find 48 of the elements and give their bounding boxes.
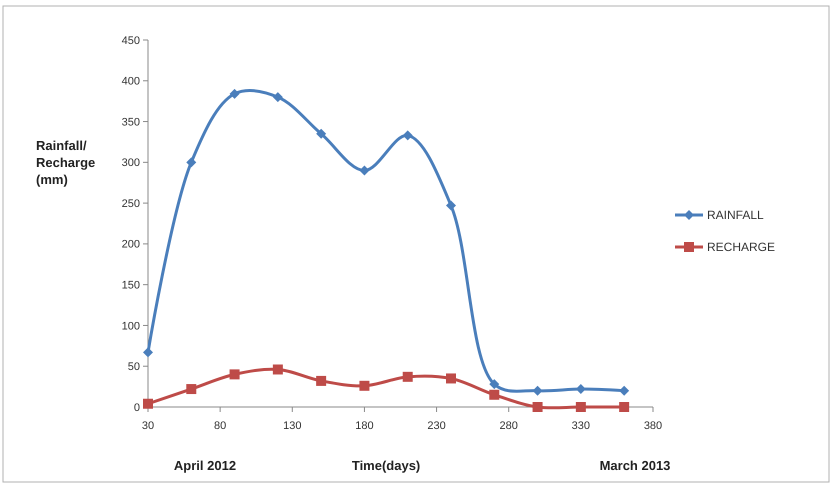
point xyxy=(186,157,196,168)
point xyxy=(230,88,240,99)
x-tick-label: 30 xyxy=(142,420,154,432)
y-tick-label: 400 xyxy=(122,76,140,88)
y-tick-label: 100 xyxy=(122,320,140,332)
x-tick-label: 380 xyxy=(644,420,662,432)
text: March 2013 xyxy=(600,458,670,473)
point xyxy=(143,347,153,358)
point xyxy=(402,130,413,140)
point xyxy=(446,200,456,211)
point xyxy=(489,390,500,400)
y-tick-label: 0 xyxy=(134,402,140,414)
point xyxy=(143,398,153,409)
point xyxy=(532,386,543,396)
point xyxy=(359,165,370,176)
point xyxy=(316,128,326,139)
point xyxy=(402,372,413,382)
point xyxy=(316,376,326,386)
y-tick-label: 200 xyxy=(122,238,140,251)
point xyxy=(272,364,283,374)
y-tick-label: 250 xyxy=(122,198,140,210)
point xyxy=(576,402,586,412)
legend-label: RAINFALL xyxy=(707,208,764,222)
x-tick-label: 130 xyxy=(283,420,302,432)
point xyxy=(186,384,196,394)
point xyxy=(359,380,370,391)
point xyxy=(489,379,500,390)
x-tick-label: 180 xyxy=(355,420,374,432)
point xyxy=(446,373,456,384)
x-tick-label: 230 xyxy=(427,420,446,432)
x-tick-label: 330 xyxy=(572,420,590,432)
text: April 2012 xyxy=(174,458,236,473)
point xyxy=(619,386,630,396)
point xyxy=(272,92,283,102)
y-tick-label: 450 xyxy=(122,34,140,47)
y-tick-label: 350 xyxy=(122,116,140,128)
point xyxy=(619,402,630,412)
x-tick-label: 280 xyxy=(500,420,518,432)
point xyxy=(532,402,543,412)
y-tick-label: 50 xyxy=(128,361,140,374)
x-axis-title: Time(days) xyxy=(352,458,420,473)
legend-label: RECHARGE xyxy=(707,240,776,254)
point xyxy=(576,384,586,394)
y-tick-label: 300 xyxy=(122,157,140,170)
x-tick-label: 80 xyxy=(214,420,226,432)
y-axis-title: Rainfall/ Recharge (mm) xyxy=(36,138,96,187)
y-tick-label: 150 xyxy=(122,280,140,292)
point xyxy=(230,369,240,380)
